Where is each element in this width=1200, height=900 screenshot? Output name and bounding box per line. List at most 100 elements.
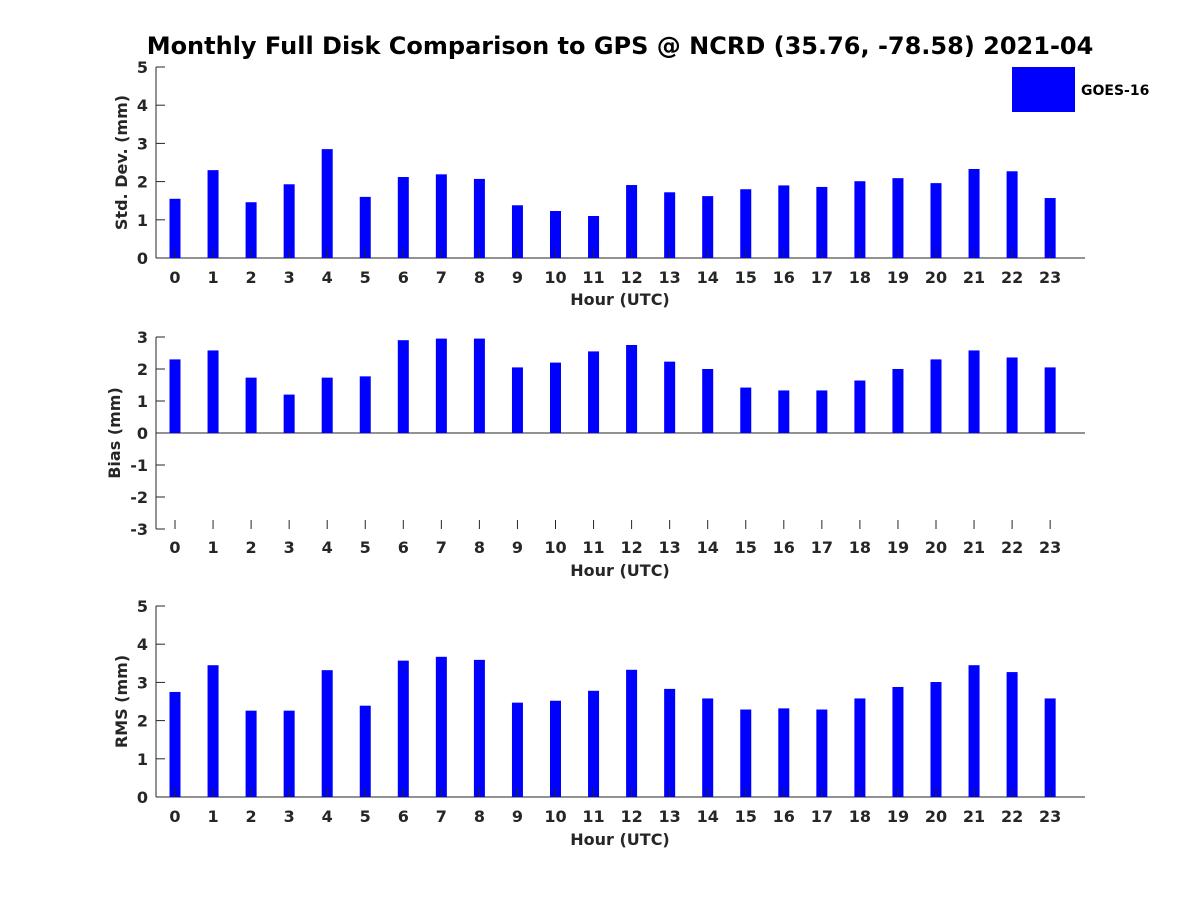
x-tick-label: 3 [284,807,295,826]
x-tick-label: 0 [169,538,180,557]
x-tick-label: 17 [811,807,833,826]
x-tick-label: 0 [169,807,180,826]
x-tick-label: 2 [246,538,257,557]
bar [245,202,257,258]
bar [626,669,638,797]
x-tick-label: 1 [207,538,218,557]
y-tick-label: -1 [130,456,148,475]
y-tick-label: 3 [137,134,148,153]
x-tick-label: 16 [773,268,795,287]
bar [588,690,600,797]
y-tick-label: 1 [137,211,148,230]
x-tick-label: 23 [1039,538,1061,557]
bar [1044,367,1056,433]
bar [588,351,600,433]
x-tick-label: 20 [925,807,947,826]
bar [626,185,638,258]
x-tick-label: 4 [322,268,333,287]
bar [892,178,904,258]
bar [169,691,181,797]
x-tick-label: 15 [735,538,757,557]
bar [1044,698,1056,797]
x-tick-label: 19 [887,807,909,826]
x-tick-label: 8 [474,538,485,557]
x-tick-label: 13 [659,807,681,826]
x-tick-label: 6 [398,268,409,287]
bar [169,198,181,258]
bar [854,698,866,797]
bar [1044,198,1056,258]
bar [207,665,219,797]
x-tick-label: 5 [360,268,371,287]
y-tick-label: 0 [137,788,148,807]
bar [854,380,866,433]
bar [359,376,371,433]
x-tick-label: 10 [544,538,566,557]
bar [169,359,181,433]
bar [702,698,714,797]
y-tick-label: 1 [137,392,148,411]
bar [588,215,600,258]
x-tick-label: 15 [735,807,757,826]
x-tick-label: 5 [360,538,371,557]
bar [778,708,790,797]
bar [435,656,447,797]
x-axis-label: Hour (UTC) [570,561,670,580]
bar [321,149,333,258]
x-tick-label: 17 [811,268,833,287]
y-tick-label: 3 [137,673,148,692]
x-tick-label: 7 [436,807,447,826]
bar [511,205,523,258]
bar [359,196,371,258]
x-tick-label: 5 [360,807,371,826]
bar [550,211,561,258]
y-tick-label: 2 [137,360,148,379]
x-tick-label: 18 [849,538,871,557]
y-tick-label: -2 [130,488,148,507]
bar [473,178,485,258]
bar [321,670,333,797]
x-tick-label: 22 [1001,807,1023,826]
x-tick-label: 16 [773,538,795,557]
legend: GOES-16 [1012,67,1149,112]
bar [816,709,828,797]
bar [816,186,828,258]
y-tick-label: 4 [137,635,148,654]
x-tick-label: 13 [659,538,681,557]
bar [550,700,561,797]
x-tick-label: 19 [887,538,909,557]
bar [968,350,980,433]
bar [1006,357,1018,433]
bar [207,350,219,433]
x-tick-label: 7 [436,268,447,287]
y-tick-label: -3 [130,520,148,539]
x-tick-label: 8 [474,268,485,287]
bar [359,705,371,797]
bar [321,377,333,433]
bar [283,710,295,797]
y-tick-label: 1 [137,750,148,769]
x-tick-label: 14 [697,807,719,826]
bar [702,196,714,258]
bar [968,168,980,258]
x-tick-label: 9 [512,268,523,287]
y-tick-label: 0 [137,424,148,443]
x-tick-label: 2 [246,268,257,287]
bar [473,659,485,797]
x-tick-label: 18 [849,807,871,826]
y-tick-label: 2 [137,712,148,731]
x-tick-label: 6 [398,538,409,557]
x-tick-label: 20 [925,538,947,557]
x-tick-label: 0 [169,268,180,287]
bar [664,192,676,258]
bar [968,665,980,797]
x-tick-label: 20 [925,268,947,287]
bar [511,702,523,797]
x-tick-label: 3 [284,538,295,557]
x-tick-label: 1 [207,807,218,826]
y-axis-label: RMS (mm) [112,655,131,748]
